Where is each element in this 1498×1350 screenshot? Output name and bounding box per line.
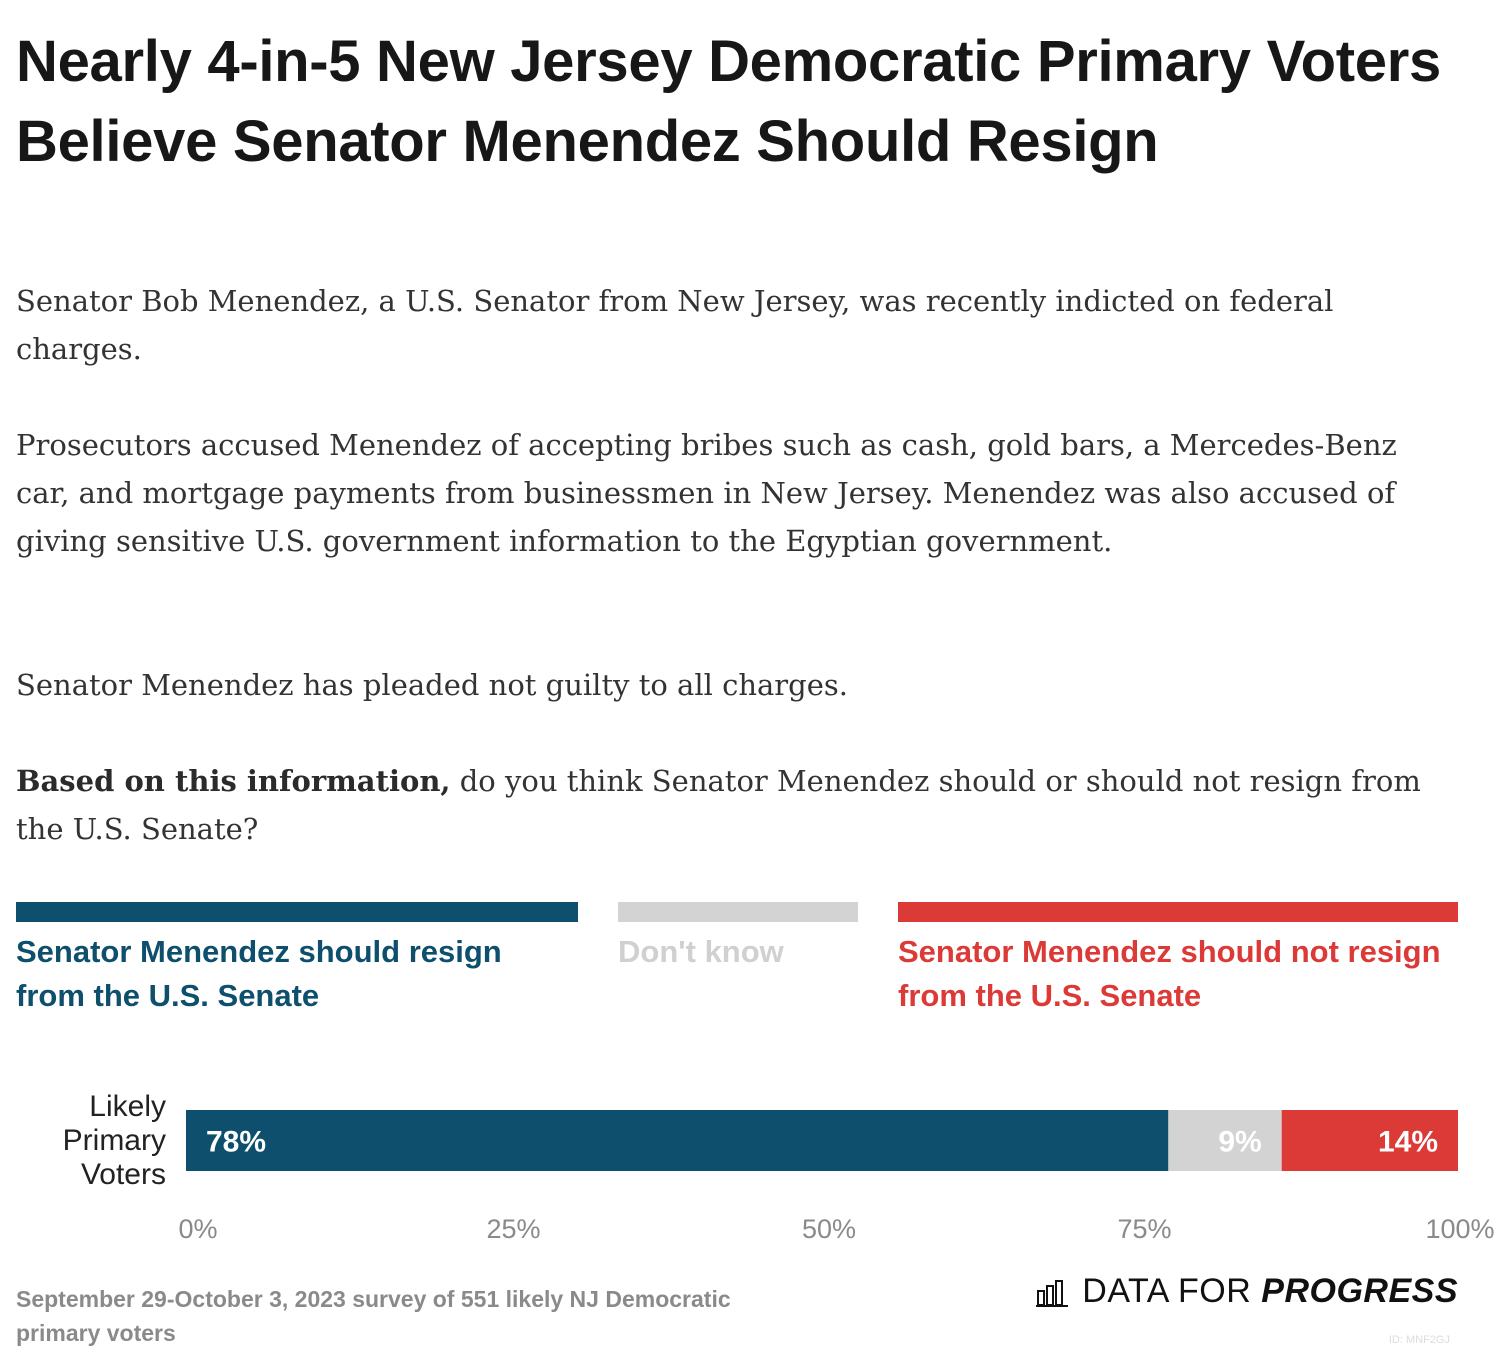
intro-paragraph-2: Prosecutors accused Menendez of acceptin… [16,428,1397,558]
x-tick-label: 25% [486,1214,540,1244]
legend-label-resign: Senator Menendez should resign from the … [16,934,502,1013]
bar-chart-icon [1036,1279,1069,1307]
data-label-dont-know: 9% [1218,1126,1261,1159]
bar-segment-resign [186,1110,1169,1171]
legend-label-not-resign: Senator Menendez should not resign from … [898,934,1441,1013]
intro-paragraph-3: Senator Menendez has pleaded not guilty … [16,668,848,702]
survey-question-rest: do you think Senator Menendez should or … [16,764,1421,846]
x-tick-label: 100% [1425,1214,1494,1244]
legend-item-dont-know: Don't know [618,902,858,974]
data-label-resign: 78% [206,1126,266,1159]
legend-swatch-not-resign [898,902,1458,922]
x-tick-label: 50% [802,1214,856,1244]
intro-paragraph-1: Senator Bob Menendez, a U.S. Senator fro… [16,284,1334,366]
bar-segment-dont-know [1168,1110,1282,1171]
x-tick-label: 0% [178,1214,217,1244]
brand-name-light: DATA FOR [1082,1272,1252,1310]
stacked-bar-chart: 78% 9% 14% 0% 25% 50% 75% 100% [178,1110,1495,1244]
chart-title: Nearly 4-in-5 New Jersey Democratic Prim… [16,29,1441,174]
legend-label-dont-know: Don't know [618,934,784,969]
chart-id: ID: MNF2GJ [1388,1334,1450,1346]
data-label-not-resign: 14% [1378,1126,1438,1159]
brand-logo: DATA FOR PROGRESS [1036,1272,1458,1311]
bar-segment-not-resign [1281,1110,1458,1171]
survey-question-bold: Based on this information, [16,764,451,798]
row-label-likely-primary-voters: Likely Primary Voters [62,1090,166,1191]
brand-name-strong: PROGRESS [1261,1272,1458,1310]
legend-item-not-resign: Senator Menendez should not resign from … [898,902,1458,1018]
survey-question: Based on this information, do you think … [16,757,1456,853]
legend-item-resign: Senator Menendez should resign from the … [16,902,578,1018]
legend-swatch-resign [16,902,578,922]
x-tick-label: 75% [1117,1214,1171,1244]
legend-swatch-dont-know [618,902,858,922]
survey-footnote: September 29-October 3, 2023 survey of 5… [16,1286,731,1346]
